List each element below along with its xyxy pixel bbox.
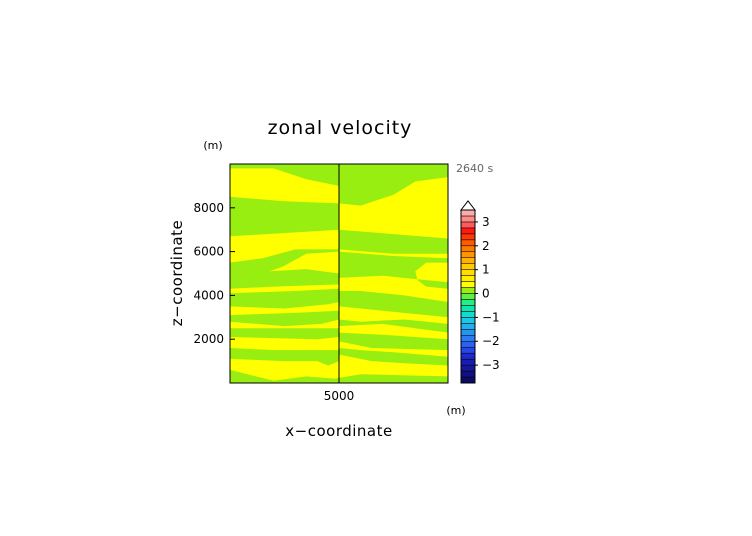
green-region-16 bbox=[325, 356, 337, 364]
green-regions bbox=[230, 164, 448, 383]
colorbar: 3 2 1 0 −1 −2 −3 bbox=[459, 200, 500, 384]
green-region-14 bbox=[339, 348, 448, 366]
green-region-13 bbox=[230, 348, 339, 366]
colorbar-level-7 bbox=[460, 335, 476, 342]
plot-area: 5000 2000 4000 6000 8000 bbox=[193, 163, 449, 403]
y-unit-label: (m) bbox=[203, 139, 222, 152]
y-ticks: 2000 4000 6000 8000 bbox=[193, 201, 235, 346]
colorbar-label-0: 3 bbox=[482, 215, 490, 229]
green-region-7 bbox=[230, 288, 339, 309]
colorbar-label-6: −3 bbox=[482, 358, 500, 372]
colorbar-level-10 bbox=[460, 317, 476, 324]
y-tick-label-0: 2000 bbox=[193, 332, 224, 346]
colorbar-level-14 bbox=[460, 293, 476, 300]
colorbar-extend-top bbox=[459, 200, 477, 211]
green-region-0 bbox=[230, 164, 339, 186]
green-region-15 bbox=[230, 369, 448, 383]
colorbar-level-1 bbox=[460, 370, 476, 378]
colorbar-level-21 bbox=[460, 251, 476, 258]
colorbar-level-28 bbox=[460, 209, 476, 217]
colorbar-level-11 bbox=[460, 311, 476, 318]
green-region-5 bbox=[230, 249, 339, 289]
x-tick-label-0: 5000 bbox=[324, 389, 355, 403]
y-tick-label-3: 8000 bbox=[193, 201, 224, 215]
green-region-9 bbox=[230, 310, 339, 327]
colorbar-level-26 bbox=[460, 221, 476, 229]
green-region-3 bbox=[339, 229, 448, 254]
colorbar-level-27 bbox=[460, 215, 476, 223]
colorbar-level-22 bbox=[460, 245, 476, 253]
colorbar-level-13 bbox=[460, 299, 476, 306]
colorbar-label-3: 0 bbox=[482, 287, 490, 301]
chart-title: zonal velocity bbox=[268, 117, 413, 139]
time-label: 2640 s bbox=[456, 162, 493, 175]
colorbar-label-5: −2 bbox=[482, 334, 500, 348]
colorbar-level-2 bbox=[460, 364, 476, 372]
colorbar-label-2: 1 bbox=[482, 263, 490, 277]
green-region-2 bbox=[230, 196, 339, 237]
colorbar-level-0 bbox=[460, 376, 476, 384]
colorbar-label-1: 2 bbox=[482, 239, 490, 253]
colorbar-level-9 bbox=[460, 323, 476, 330]
colorbar-level-5 bbox=[460, 346, 476, 354]
y-axis-label: z−coordinate bbox=[168, 220, 186, 326]
colorbar-level-3 bbox=[460, 358, 476, 366]
colorbar-level-19 bbox=[460, 263, 476, 270]
colorbar-level-16 bbox=[460, 281, 476, 288]
green-region-10 bbox=[339, 319, 448, 333]
colorbar-level-6 bbox=[460, 340, 476, 348]
green-region-11 bbox=[230, 328, 339, 340]
colorbar-level-15 bbox=[460, 287, 476, 294]
y-tick-label-1: 4000 bbox=[193, 288, 224, 302]
colorbar-level-8 bbox=[460, 329, 476, 336]
colorbar-level-23 bbox=[460, 239, 476, 247]
colorbar-level-18 bbox=[460, 269, 476, 276]
x-ticks: 5000 bbox=[324, 378, 355, 403]
colorbar-label-4: −1 bbox=[482, 310, 500, 324]
colorbar-level-17 bbox=[460, 275, 476, 282]
colorbar-level-4 bbox=[460, 352, 476, 360]
colorbar-level-25 bbox=[460, 227, 476, 235]
colorbar-level-24 bbox=[460, 233, 476, 241]
y-tick-label-2: 6000 bbox=[193, 245, 224, 259]
green-region-6 bbox=[339, 251, 448, 289]
x-unit-label: (m) bbox=[446, 404, 465, 417]
green-region-12 bbox=[339, 332, 448, 351]
x-axis-label: x−coordinate bbox=[285, 422, 392, 440]
green-region-8 bbox=[339, 291, 448, 318]
green-region-1 bbox=[339, 164, 448, 206]
colorbar-level-12 bbox=[460, 305, 476, 312]
colorbar-level-20 bbox=[460, 257, 476, 264]
